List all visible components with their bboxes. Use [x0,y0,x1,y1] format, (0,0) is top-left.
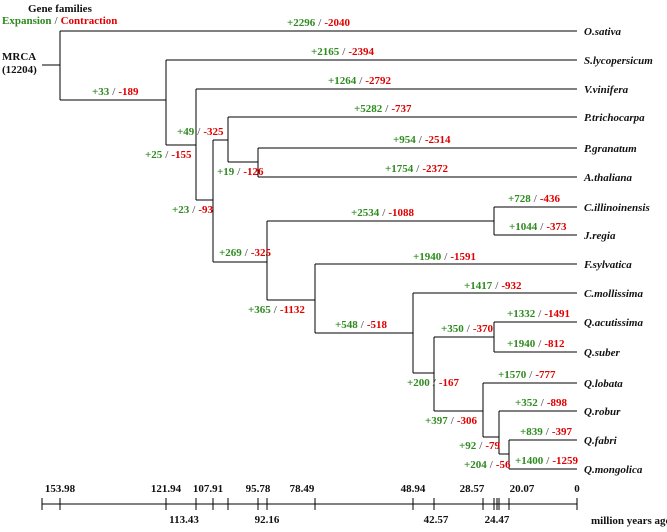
axis-tick-label: 42.57 [424,514,449,526]
change-label: +1332/-1491 [507,308,570,320]
change-label: +365/-1132 [248,304,305,316]
time-axis [41,498,578,510]
change-label: +1940/-812 [507,338,565,350]
species-label: O.sativa [584,26,621,38]
axis-tick-label: 113.43 [169,514,199,526]
species-label: Q.fabri [584,435,618,447]
axis-tick-label: 95.78 [246,483,271,495]
axis-tick-label: 121.94 [151,483,182,495]
root-label: MRCA [2,51,36,63]
axis-tick-label: 153.98 [45,483,76,495]
species-label: P.trichocarpa [584,112,645,124]
axis-tick-label: 20.07 [510,483,535,495]
change-label: +19/-126 [217,166,264,178]
species-label: C.illinoinensis [584,202,650,214]
change-label: +1417/-932 [464,280,522,292]
axis-tick-label: 107.91 [193,483,223,495]
species-label: A.thaliana [583,172,632,184]
header-title: Gene families [28,3,93,15]
change-label: +1264/-2792 [328,75,392,87]
change-label: +839/-397 [520,426,573,438]
change-label: +548/-518 [335,319,388,331]
change-label: +25/-155 [145,149,192,161]
change-label: +200/-167 [407,377,460,389]
species-label: S.lycopersicum [584,55,653,67]
change-label: +269/-325 [219,247,272,259]
change-label: +5282/-737 [354,103,412,115]
axis-tick-label: 92.16 [255,514,280,526]
axis-tick-label: 78.49 [290,483,315,495]
change-label: +49/-325 [177,126,224,138]
legend-slash: / [54,15,59,27]
axis-tick-label: 0 [574,483,580,495]
change-label: +92/-79 [459,440,501,452]
change-label: +2165/-2394 [311,46,375,58]
tree-branches [42,30,577,470]
species-label: C.mollissima [584,288,643,300]
change-label: +1044/-373 [509,221,567,233]
change-label: +23/-93 [172,204,214,216]
change-label: +1400/-1259 [515,455,579,467]
legend-line: Expansion / Contraction [2,15,117,27]
species-label: Q.lobata [584,378,623,390]
change-labels: +2296/-2040 +2165/-2394 +1264/-2792 +528… [92,17,579,471]
species-label: Q.suber [584,347,620,359]
change-label: +2534/-1088 [351,207,415,219]
legend-contraction: Contraction [61,15,118,27]
legend-expansion: Expansion [2,15,52,27]
species-label: P.granatum [584,143,637,155]
species-label: F.sylvatica [583,259,632,271]
change-label: +954/-2514 [393,134,451,146]
species-label: J.regia [583,230,616,242]
species-label: Q.mongolica [584,464,643,476]
change-label: +1754/-2372 [385,163,449,175]
change-label: +2296/-2040 [287,17,351,29]
species-label: V.vinifera [584,84,629,96]
species-label: Q.acutissima [584,317,643,329]
axis-tick-label: 24.47 [485,514,510,526]
change-label: +397/-306 [425,415,478,427]
change-label: +1940/-1591 [413,251,476,263]
change-label: +204/-56 [464,459,511,471]
change-label: +1570/-777 [498,369,556,381]
change-label: +350/-370 [441,323,494,335]
root-count: (12204) [2,64,37,76]
species-label: Q.robur [584,406,621,418]
change-label: +33/-189 [92,86,139,98]
axis-tick-label: 28.57 [460,483,485,495]
change-label: +352/-898 [515,397,568,409]
axis-tick-label: 48.94 [401,483,426,495]
change-label: +728/-436 [508,193,561,205]
axis-unit-label: million years ago [591,515,667,527]
